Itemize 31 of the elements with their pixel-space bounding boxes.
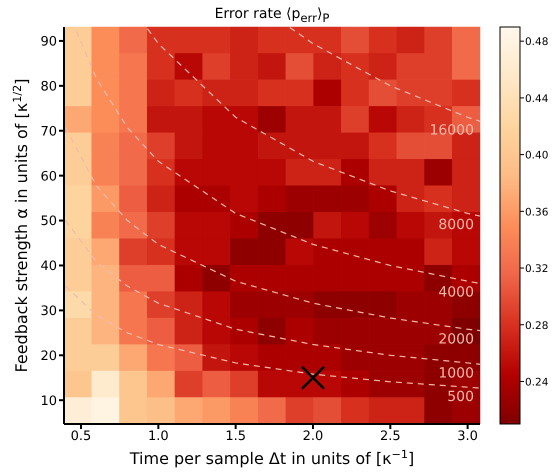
x-tick-label: 1.5 — [225, 429, 246, 444]
y-tick-label: 50 — [40, 214, 57, 230]
color-bar-label: 0.48 — [525, 36, 548, 48]
y-tick-label: 60 — [40, 169, 57, 184]
series-label: 8000 — [438, 217, 474, 234]
x-tick-label: 2.0 — [302, 429, 324, 444]
series-label: 1000 — [438, 365, 474, 382]
x-tick-label: 2.5 — [380, 429, 401, 444]
y-tick-label: 80 — [40, 79, 57, 94]
color-bar-label: 0.24 — [525, 376, 549, 388]
x-tick-label: 0.5 — [70, 429, 92, 444]
color-bar-label: 0.32 — [525, 263, 548, 276]
x-tick-label: 1.0 — [148, 429, 169, 444]
y-tick-label: 70 — [40, 124, 57, 140]
series-label: 16000 — [429, 122, 474, 138]
y-tick-label: 40 — [40, 259, 57, 274]
y-tick-label: 30 — [40, 304, 57, 319]
color-bar-label: 0.36 — [525, 206, 549, 218]
color-bar-label: 0.28 — [525, 320, 548, 332]
series-label: 2000 — [438, 332, 474, 348]
y-tick-label: 90 — [40, 34, 57, 50]
color-bar-label: 0.44 — [525, 92, 549, 105]
series-label: 500 — [447, 389, 474, 406]
y-tick-label: 10 — [40, 394, 57, 409]
y-tick-label: 20 — [40, 348, 57, 364]
chart-title: Error rate ⟨p$_{err}$⟩$_{P}$ — [214, 6, 330, 25]
series-label: 4000 — [438, 284, 474, 300]
color-scale: 0.24 0.28 0.32 0.36 0.40 0.44 0.48 — [492, 8, 554, 468]
color-bar-label: 0.40 — [525, 150, 548, 162]
x-tick-label: 3.0 — [457, 429, 478, 444]
x-axis-title: Time per sample Δt in units of [κ$^{−1}$] — [128, 448, 414, 468]
